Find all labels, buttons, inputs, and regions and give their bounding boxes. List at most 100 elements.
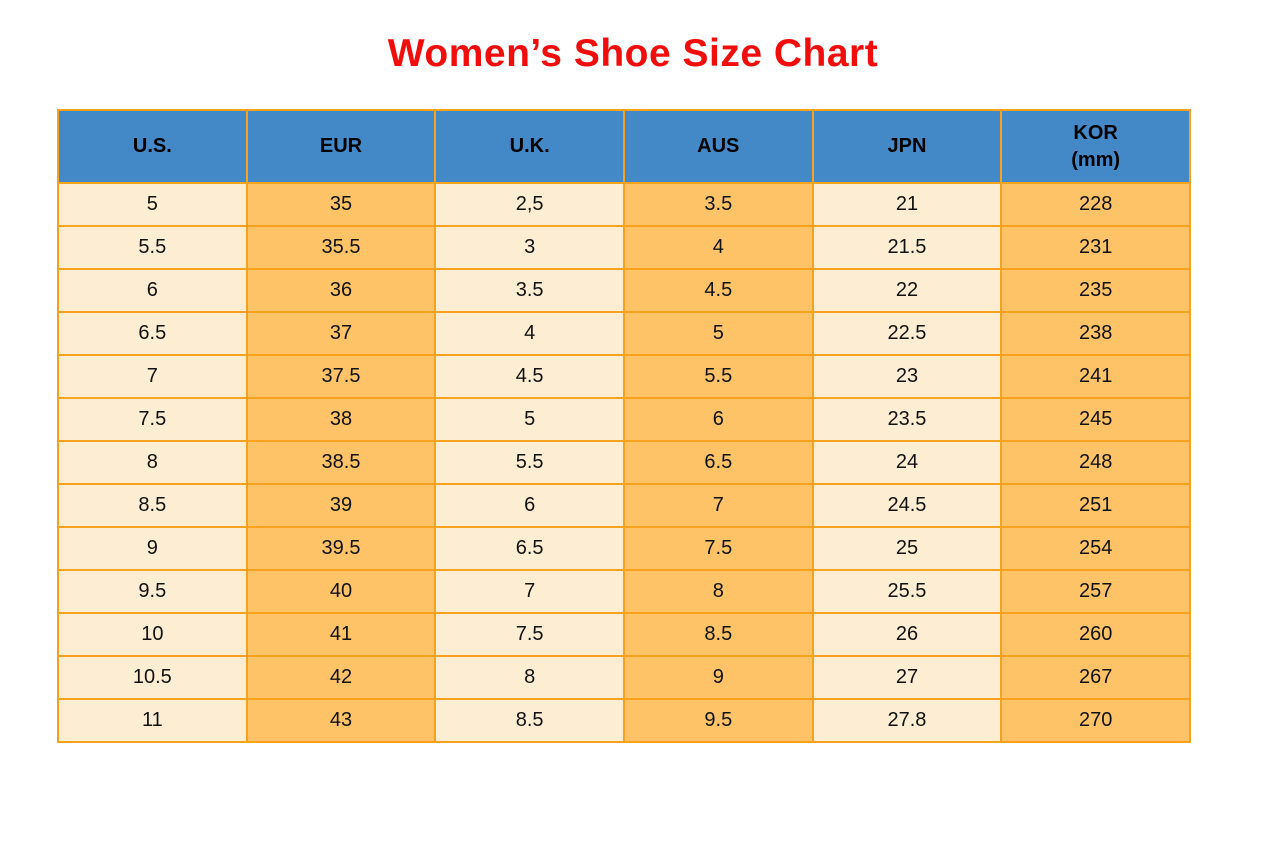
table-row: 10.5 42 8 9 27 267	[57, 655, 1191, 700]
size-cell: 254	[1000, 526, 1191, 571]
size-cell: 5	[57, 182, 248, 227]
size-cell: 6.5	[434, 526, 625, 571]
size-cell: 27.8	[811, 698, 1003, 743]
size-cell: 38	[245, 397, 437, 442]
size-cell: 22.5	[811, 311, 1003, 356]
size-cell: 9.5	[622, 698, 814, 743]
table-row: 9.5 40 7 8 25.5 257	[57, 569, 1191, 614]
column-header-label: EUR	[319, 135, 363, 157]
page-title: Women’s Shoe Size Chart	[387, 32, 879, 75]
column-header-jpn: JPN	[811, 109, 1003, 184]
column-header-label: U.S.	[132, 135, 172, 157]
table-header-row: U.S. EUR U.K. AUS JPN KOR (mm)	[57, 109, 1191, 184]
size-cell: 260	[1000, 612, 1191, 657]
size-cell: 238	[1000, 311, 1191, 356]
size-cell: 39	[245, 483, 437, 528]
size-cell: 6	[622, 397, 814, 442]
column-header-label: KOR	[1073, 121, 1118, 144]
size-cell: 8	[57, 440, 248, 485]
table-row: 8 38.5 5.5 6.5 24 248	[57, 440, 1191, 485]
size-cell: 39.5	[245, 526, 437, 571]
size-cell: 8	[622, 569, 814, 614]
size-cell: 4	[434, 311, 625, 356]
column-header-label: AUS	[697, 135, 740, 157]
size-cell: 41	[245, 612, 437, 657]
shoe-size-table: U.S. EUR U.K. AUS JPN KOR (mm) 5 35 2,5 3.5 21 228 5…	[57, 109, 1191, 743]
size-cell: 7.5	[434, 612, 625, 657]
size-cell: 245	[1000, 397, 1191, 442]
size-cell: 6	[57, 268, 248, 313]
size-cell: 3	[434, 225, 625, 270]
size-cell: 9	[57, 526, 248, 571]
size-cell: 36	[245, 268, 437, 313]
size-cell: 7.5	[57, 397, 248, 442]
page: Women’s Shoe Size Chart U.S. EUR U.K. AUS JP…	[57, 32, 1191, 743]
size-cell: 10.5	[57, 655, 248, 700]
size-cell: 3.5	[622, 182, 814, 227]
table-body: 5 35 2,5 3.5 21 228 5.5 35.5 3 4 21.5 231 6 36 3.5 4.5 2…	[57, 182, 1191, 743]
table-row: 6.5 37 4 5 22.5 238	[57, 311, 1191, 356]
size-cell: 7	[434, 569, 625, 614]
table-row: 6 36 3.5 4.5 22 235	[57, 268, 1191, 313]
size-cell: 10	[57, 612, 248, 657]
column-header-kor: KOR (mm)	[1000, 109, 1191, 184]
size-cell: 8.5	[57, 483, 248, 528]
size-cell: 8.5	[622, 612, 814, 657]
table-row: 7 37.5 4.5 5.5 23 241	[57, 354, 1191, 399]
size-cell: 5.5	[57, 225, 248, 270]
size-cell: 5	[434, 397, 625, 442]
size-cell: 7.5	[622, 526, 814, 571]
table-row: 5.5 35.5 3 4 21.5 231	[57, 225, 1191, 270]
column-header-label: JPN	[887, 135, 927, 157]
table-row: 5 35 2,5 3.5 21 228	[57, 182, 1191, 227]
size-cell: 257	[1000, 569, 1191, 614]
size-cell: 21	[811, 182, 1003, 227]
column-header-aus: AUS	[622, 109, 814, 184]
size-cell: 231	[1000, 225, 1191, 270]
size-cell: 25.5	[811, 569, 1003, 614]
size-cell: 4	[622, 225, 814, 270]
size-cell: 24	[811, 440, 1003, 485]
size-cell: 21.5	[811, 225, 1003, 270]
table-row: 8.5 39 6 7 24.5 251	[57, 483, 1191, 528]
column-header-uk: U.K.	[434, 109, 625, 184]
size-cell: 6.5	[57, 311, 248, 356]
table-row: 11 43 8.5 9.5 27.8 270	[57, 698, 1191, 743]
table-row: 7.5 38 5 6 23.5 245	[57, 397, 1191, 442]
size-cell: 228	[1000, 182, 1191, 227]
size-cell: 38.5	[245, 440, 437, 485]
size-cell: 24.5	[811, 483, 1003, 528]
size-cell: 5	[622, 311, 814, 356]
size-cell: 26	[811, 612, 1003, 657]
size-cell: 5.5	[622, 354, 814, 399]
size-cell: 6	[434, 483, 625, 528]
size-cell: 23.5	[811, 397, 1003, 442]
table-header: U.S. EUR U.K. AUS JPN KOR (mm)	[57, 109, 1191, 184]
table-row: 9 39.5 6.5 7.5 25 254	[57, 526, 1191, 571]
size-cell: 5.5	[434, 440, 625, 485]
size-cell: 22	[811, 268, 1003, 313]
size-cell: 8.5	[434, 698, 625, 743]
size-cell: 27	[811, 655, 1003, 700]
table-row: 10 41 7.5 8.5 26 260	[57, 612, 1191, 657]
size-cell: 40	[245, 569, 437, 614]
size-cell: 9.5	[57, 569, 248, 614]
size-cell: 43	[245, 698, 437, 743]
column-header-us: U.S.	[57, 109, 248, 184]
size-cell: 35.5	[245, 225, 437, 270]
size-cell: 9	[622, 655, 814, 700]
column-header-label: U.K.	[509, 135, 550, 157]
column-header-sublabel: (mm)	[1071, 148, 1121, 171]
size-cell: 6.5	[622, 440, 814, 485]
size-cell: 4.5	[434, 354, 625, 399]
size-cell: 248	[1000, 440, 1191, 485]
size-cell: 251	[1000, 483, 1191, 528]
size-cell: 37.5	[245, 354, 437, 399]
size-cell: 7	[57, 354, 248, 399]
size-cell: 42	[245, 655, 437, 700]
size-cell: 267	[1000, 655, 1191, 700]
size-cell: 35	[245, 182, 437, 227]
size-cell: 270	[1000, 698, 1191, 743]
size-cell: 2,5	[434, 182, 625, 227]
size-cell: 23	[811, 354, 1003, 399]
